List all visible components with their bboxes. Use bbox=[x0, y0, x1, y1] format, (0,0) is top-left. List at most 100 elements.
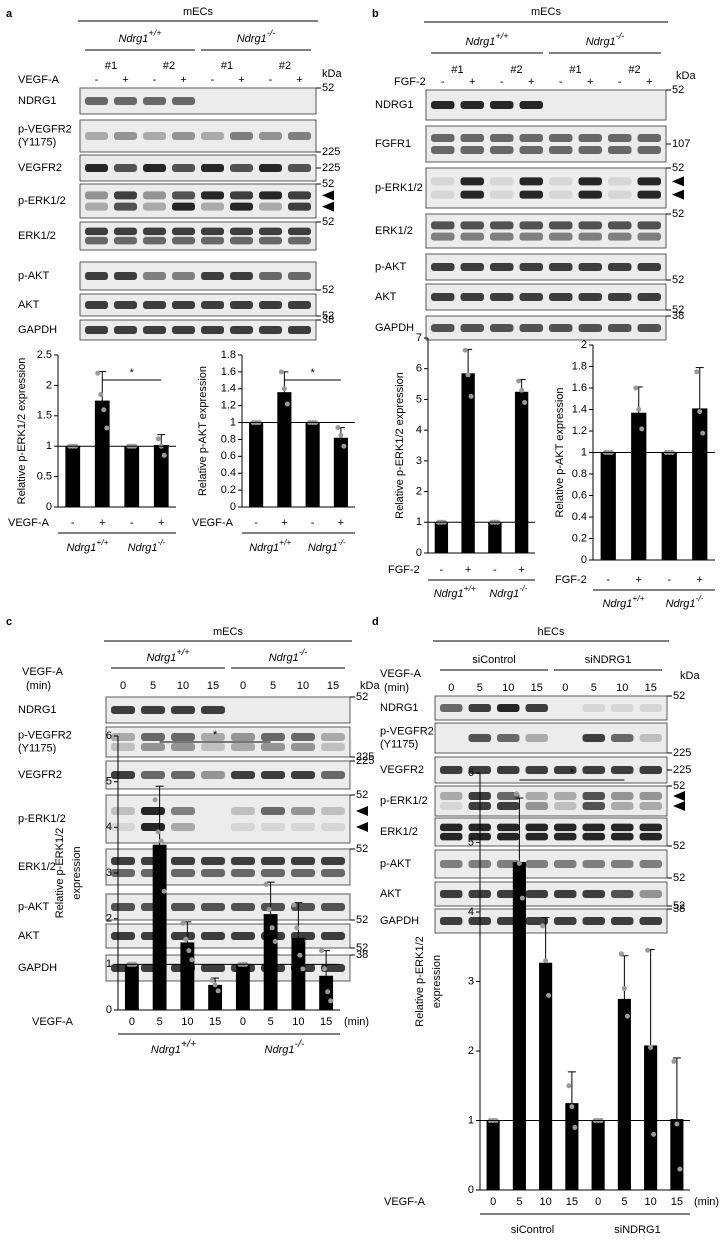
y-tick-label: 0.2 bbox=[572, 532, 587, 544]
band bbox=[525, 917, 548, 925]
bar bbox=[591, 1120, 605, 1190]
band bbox=[114, 272, 137, 280]
lane-label: 0 bbox=[120, 680, 126, 692]
band bbox=[525, 802, 548, 810]
marker-label: 38 bbox=[322, 314, 334, 326]
group-label: Ndrg1-/- bbox=[666, 593, 704, 610]
treatment-unit: (min) bbox=[384, 682, 409, 694]
data-point bbox=[183, 936, 189, 942]
lane-label: - bbox=[211, 74, 215, 86]
lane-label: + bbox=[528, 76, 534, 88]
band bbox=[201, 733, 225, 741]
replicate-label: #1 bbox=[569, 64, 581, 76]
marker-label: 52 bbox=[322, 216, 334, 228]
data-point bbox=[513, 791, 519, 797]
band bbox=[519, 146, 543, 154]
band bbox=[261, 807, 285, 815]
cell-type: hECs bbox=[538, 626, 565, 638]
band bbox=[259, 272, 282, 280]
data-point bbox=[101, 407, 107, 413]
band bbox=[114, 191, 137, 200]
band bbox=[582, 890, 605, 898]
y-tick-label: 0 bbox=[416, 547, 422, 559]
blot-label: p-AKT bbox=[375, 261, 406, 273]
blot-label: NDRG1 bbox=[18, 95, 57, 107]
band bbox=[143, 326, 166, 334]
band bbox=[291, 807, 315, 815]
blot-label: p-VEGFR2 bbox=[18, 123, 72, 135]
data-point bbox=[272, 939, 278, 944]
data-point bbox=[572, 1124, 578, 1130]
kda-label: kDa bbox=[322, 68, 342, 80]
band bbox=[519, 101, 543, 109]
data-point bbox=[158, 838, 164, 844]
x-tick-label: + bbox=[99, 517, 105, 529]
blot bbox=[79, 221, 317, 251]
y-tick-label: 2 bbox=[106, 913, 112, 925]
band bbox=[171, 743, 195, 751]
band bbox=[288, 227, 311, 236]
x-tick-label: - bbox=[440, 564, 444, 576]
band bbox=[291, 771, 315, 779]
band bbox=[114, 326, 137, 334]
band bbox=[611, 917, 634, 925]
band bbox=[639, 704, 662, 712]
blot-label: p-ERK1/2 bbox=[375, 182, 423, 194]
replicate-label: #2 bbox=[279, 60, 291, 72]
x-tick-label: 15 bbox=[671, 1196, 683, 1208]
band bbox=[172, 301, 195, 309]
bar bbox=[486, 1120, 500, 1190]
y-tick-label: 2 bbox=[46, 379, 52, 391]
data-point bbox=[209, 977, 215, 983]
band bbox=[114, 202, 137, 211]
lane-label: + bbox=[122, 74, 128, 86]
x-tick-label: - bbox=[667, 574, 671, 586]
x-treatment-label: FGF-2 bbox=[555, 574, 587, 586]
band bbox=[172, 191, 195, 200]
band bbox=[608, 177, 632, 186]
band bbox=[608, 190, 632, 199]
band bbox=[259, 202, 282, 211]
band bbox=[549, 146, 573, 154]
y-tick-label: 6 bbox=[468, 767, 474, 779]
arrowhead bbox=[672, 189, 684, 200]
band bbox=[525, 832, 548, 841]
cell-type: mECs bbox=[531, 6, 561, 18]
band bbox=[525, 704, 548, 712]
band bbox=[611, 704, 634, 712]
band bbox=[525, 734, 548, 742]
y-tick-label: 1 bbox=[46, 440, 52, 452]
bar bbox=[333, 437, 348, 507]
data-point bbox=[569, 1104, 575, 1110]
bar bbox=[631, 412, 647, 560]
band bbox=[111, 706, 135, 714]
band bbox=[525, 860, 548, 868]
blot-label: (Y1175) bbox=[380, 738, 418, 750]
band bbox=[611, 734, 634, 742]
data-point bbox=[281, 386, 287, 392]
band bbox=[259, 236, 282, 245]
band bbox=[291, 706, 315, 714]
band bbox=[431, 221, 455, 230]
group-superscript: -/- bbox=[267, 28, 276, 38]
data-point bbox=[291, 902, 297, 908]
marker-label: 52 bbox=[672, 162, 684, 174]
data-point bbox=[697, 409, 703, 415]
data-point bbox=[700, 430, 706, 436]
band bbox=[172, 272, 195, 280]
band bbox=[114, 301, 137, 309]
band bbox=[143, 202, 166, 211]
band bbox=[85, 191, 108, 200]
panel-letter: a bbox=[6, 8, 13, 20]
bar bbox=[152, 844, 167, 1010]
band bbox=[497, 704, 520, 712]
band bbox=[637, 221, 661, 230]
lane-label: 15 bbox=[207, 680, 219, 692]
marker-label: 52 bbox=[356, 691, 368, 703]
band bbox=[460, 324, 484, 332]
band bbox=[608, 134, 632, 142]
band bbox=[582, 802, 605, 810]
band bbox=[291, 733, 315, 741]
band bbox=[172, 97, 195, 105]
band bbox=[143, 301, 166, 309]
